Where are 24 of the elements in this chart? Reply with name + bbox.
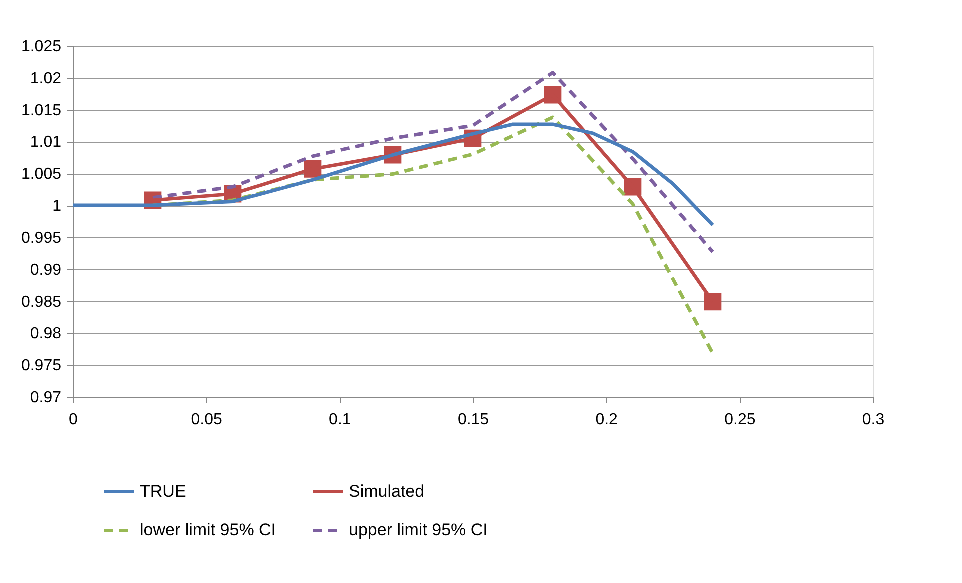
legend-label: lower limit 95% CI: [140, 520, 276, 540]
y-tick-label: 0.99: [30, 262, 62, 279]
x-tick-label: 0.1: [329, 412, 352, 428]
y-tick-label: 0.98: [30, 326, 62, 343]
x-tick-label: 0.05: [191, 412, 223, 428]
line-series: [71, 122, 715, 228]
y-tick-label: 0.995: [21, 230, 62, 247]
y-tick-label: 1: [52, 198, 62, 216]
legend-label: Simulated: [349, 482, 425, 501]
legend-label: TRUE: [140, 482, 186, 501]
y-tick-label: 1.005: [21, 166, 62, 184]
x-tick-label: 0: [69, 412, 78, 428]
x-tick-label: 0.25: [724, 412, 756, 428]
y-tick-label: 1.025: [21, 38, 62, 56]
x-tick-label: 0.15: [458, 412, 490, 428]
legend-label: upper limit 95% CI: [349, 520, 488, 540]
y-tick-label: 1.02: [30, 70, 62, 88]
x-tick-label: 0.2: [596, 412, 618, 428]
y-tick-label: 0.97: [30, 390, 62, 406]
y-tick-label: 0.985: [21, 294, 62, 311]
y-tick-label: 1.015: [21, 102, 62, 120]
x-tick-label: 0.3: [862, 412, 885, 428]
y-tick-label: 1.01: [30, 134, 62, 152]
y-tick-label: 0.975: [21, 358, 62, 375]
